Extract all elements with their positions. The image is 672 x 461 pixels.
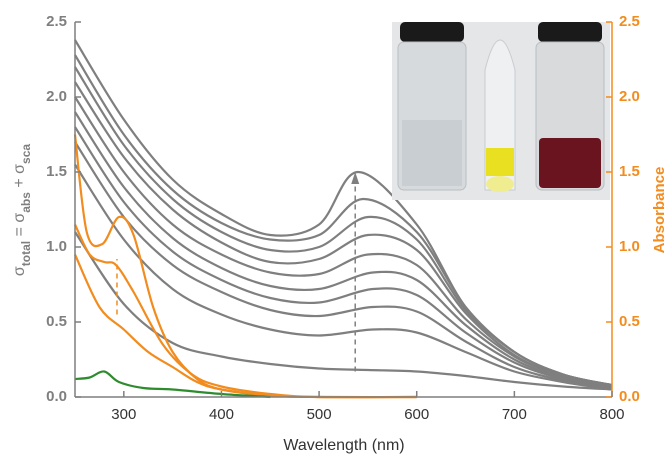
y-axis-label: σtotal = σabs + σsca xyxy=(11,144,33,276)
series-line xyxy=(74,224,417,399)
y-tick-label: 1.5 xyxy=(46,163,67,180)
y-tick-label: 0.0 xyxy=(46,388,67,405)
y-tick-label: 2.5 xyxy=(46,13,67,30)
inset-photo xyxy=(392,22,610,200)
series-line xyxy=(74,111,613,388)
y2-axis-label: Absorbance xyxy=(651,167,668,254)
series-line xyxy=(74,81,613,387)
y-tick-label: 0.5 xyxy=(46,313,67,330)
x-axis-label: Wavelength (nm) xyxy=(283,437,404,454)
x-tick-label: 400 xyxy=(209,406,234,423)
series-line xyxy=(74,254,417,399)
y2-tick-label: 2.5 xyxy=(619,13,640,30)
series-line xyxy=(74,126,613,390)
series-line xyxy=(74,66,613,387)
series-line xyxy=(74,96,613,388)
series-line xyxy=(74,163,613,391)
x-tick-label: 500 xyxy=(307,406,332,423)
y2-tick-label: 0.0 xyxy=(619,388,640,405)
y-tick-label: 2.0 xyxy=(46,88,67,105)
arrow-head xyxy=(351,172,360,184)
y2-tick-label: 1.0 xyxy=(619,238,640,255)
x-tick-label: 300 xyxy=(111,406,136,423)
series-line xyxy=(74,141,613,390)
x-tick-label: 700 xyxy=(502,406,527,423)
y2-tick-label: 0.5 xyxy=(619,313,640,330)
y2-tick-label: 1.5 xyxy=(619,163,640,180)
x-tick-label: 600 xyxy=(404,406,429,423)
y2-tick-label: 2.0 xyxy=(619,88,640,105)
series-line xyxy=(74,370,271,399)
x-tick-label: 800 xyxy=(599,406,624,423)
series-line xyxy=(74,231,613,391)
y-tick-label: 1.0 xyxy=(46,238,67,255)
